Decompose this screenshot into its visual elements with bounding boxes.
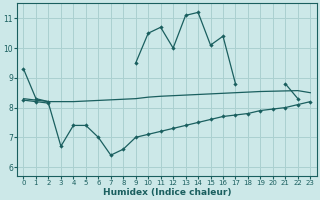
X-axis label: Humidex (Indice chaleur): Humidex (Indice chaleur) — [103, 188, 231, 197]
